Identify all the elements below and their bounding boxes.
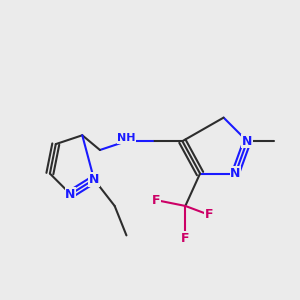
Text: NH: NH xyxy=(117,133,136,143)
Text: N: N xyxy=(242,135,252,148)
Text: N: N xyxy=(65,188,76,201)
Text: F: F xyxy=(181,232,190,245)
Text: F: F xyxy=(152,194,160,207)
Text: N: N xyxy=(89,173,99,186)
Text: F: F xyxy=(205,208,213,221)
Text: N: N xyxy=(230,167,241,180)
